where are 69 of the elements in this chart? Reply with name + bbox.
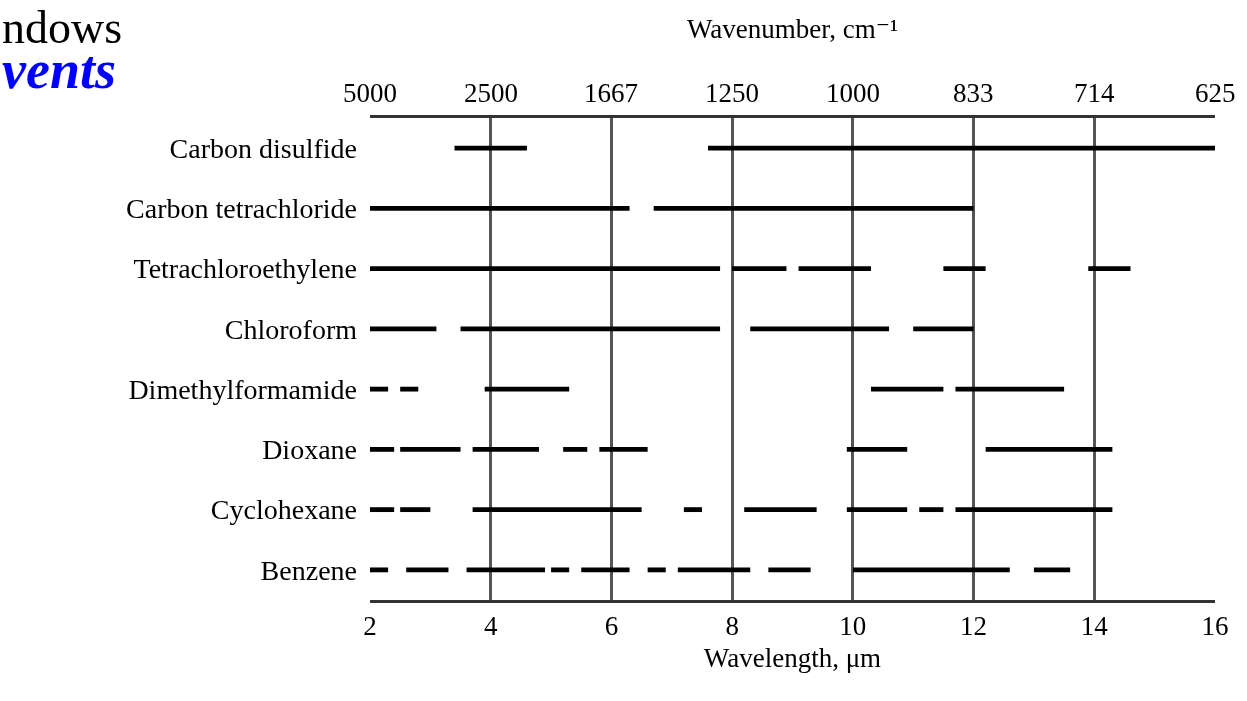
bar — [768, 567, 811, 573]
x-tick-label: 12 — [960, 611, 988, 642]
bar — [732, 266, 787, 272]
x-tick-label: 10 — [839, 611, 867, 642]
bar — [919, 507, 944, 513]
y-tick-label: Dimethylformamide — [128, 373, 357, 405]
bar — [1088, 266, 1131, 272]
bar — [484, 386, 570, 392]
bar — [406, 567, 449, 573]
bar — [913, 326, 974, 332]
bar — [1033, 567, 1071, 573]
bar — [460, 326, 721, 332]
y-tick-label: Dioxane — [262, 434, 357, 466]
bar — [581, 567, 630, 573]
bar — [852, 567, 1010, 573]
bar — [370, 326, 437, 332]
bar — [370, 507, 395, 513]
bar — [563, 446, 588, 452]
bar — [683, 507, 702, 513]
x2-axis-title: Wavenumber, cm⁻¹ — [687, 14, 899, 44]
x-tick-label: 4 — [483, 611, 498, 642]
bar — [647, 567, 666, 573]
text: 1250 — [705, 78, 759, 108]
y-tick-label: Chloroform — [224, 313, 358, 345]
bar — [677, 567, 751, 573]
bar — [985, 446, 1113, 452]
bar — [370, 446, 395, 452]
text: 1667 — [584, 78, 638, 108]
bar — [551, 567, 570, 573]
bar — [943, 266, 986, 272]
y-tick-label: Cyclohexane — [210, 494, 357, 526]
text: 2500 — [464, 78, 518, 108]
bar — [370, 567, 389, 573]
bar — [400, 386, 419, 392]
text: 625 — [1195, 78, 1236, 108]
bar — [653, 205, 974, 211]
bar — [370, 386, 389, 392]
bar — [599, 446, 648, 452]
bar — [846, 446, 908, 452]
x-tick-label: 16 — [1201, 611, 1229, 642]
y-tick-label: Benzene — [260, 554, 357, 586]
x-tick-label: 2 — [363, 611, 377, 642]
bar — [955, 386, 1065, 392]
bar — [400, 446, 461, 452]
bar — [846, 507, 908, 513]
bar — [370, 205, 630, 211]
y-tick-label: Carbon tetrachloride — [126, 193, 357, 225]
x-tick-label: 8 — [725, 611, 739, 642]
text: 5000 — [343, 78, 397, 108]
y-tick-label: Tetrachloroethylene — [133, 253, 357, 285]
text: 714 — [1074, 78, 1115, 108]
bar — [955, 507, 1113, 513]
bar — [400, 507, 431, 513]
x-axis-title: Wavelength, μm — [703, 642, 882, 673]
text: 833 — [953, 78, 994, 108]
bar — [472, 507, 642, 513]
x-tick-label: 6 — [604, 611, 619, 642]
bar — [708, 145, 1215, 151]
bar — [370, 266, 721, 272]
bar — [454, 145, 527, 151]
bar — [466, 567, 546, 573]
bar — [870, 386, 944, 392]
bar — [744, 507, 817, 513]
text: 1000 — [826, 78, 880, 108]
bar — [798, 266, 871, 272]
x-tick-label: 14 — [1080, 611, 1109, 642]
bar — [750, 326, 890, 332]
bar — [472, 446, 539, 452]
y-tick-label: Carbon disulfide — [169, 132, 357, 164]
